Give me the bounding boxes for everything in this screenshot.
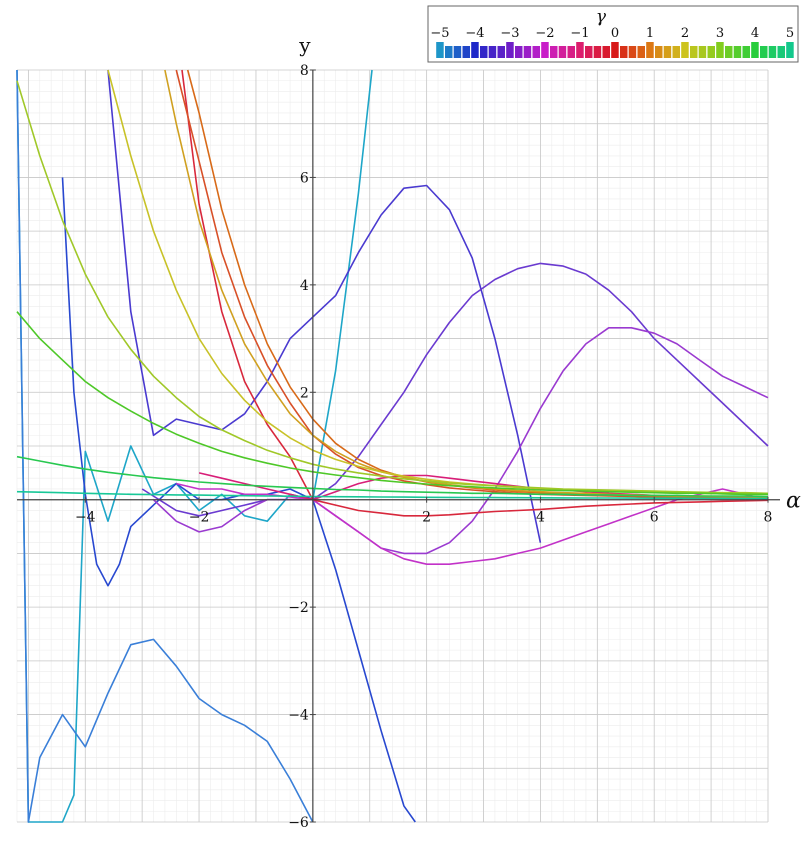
legend-title: γ bbox=[596, 7, 607, 27]
legend-swatch bbox=[716, 42, 724, 58]
y-tick-label: −6 bbox=[288, 815, 309, 831]
series-line-gamma-4_5 bbox=[16, 490, 768, 500]
legend-swatch bbox=[655, 46, 663, 58]
legend-swatch bbox=[777, 46, 785, 58]
legend-swatch bbox=[453, 46, 462, 58]
series-line-gamma-m3_5 bbox=[107, 69, 542, 543]
series-layer bbox=[16, 69, 769, 823]
legend: γ −5 −4 −3 −2 −1 0 1 2 3 4 5 bbox=[427, 5, 799, 63]
y-tick-label: 8 bbox=[300, 63, 309, 79]
y-tick-label: −4 bbox=[288, 708, 309, 724]
legend-swatch bbox=[602, 46, 610, 58]
legend-swatch bbox=[532, 46, 540, 58]
y-tick-label: 2 bbox=[300, 385, 309, 401]
legend-swatch bbox=[497, 46, 505, 58]
legend-swatch bbox=[786, 42, 794, 58]
y-axis-label: y bbox=[298, 33, 311, 57]
legend-swatch bbox=[768, 46, 777, 58]
y-tick-label: 6 bbox=[300, 170, 309, 186]
x-tick-label: 2 bbox=[422, 510, 431, 526]
x-tick-label: 6 bbox=[650, 510, 659, 526]
legend-label: 4 bbox=[751, 26, 759, 41]
legend-swatch bbox=[620, 46, 628, 58]
series-line-gamma-m3 bbox=[141, 262, 769, 517]
legend-label: 0 bbox=[611, 26, 619, 41]
series-line-gamma-1_5 bbox=[16, 80, 769, 495]
legend-swatch bbox=[646, 42, 654, 58]
legend-swatch bbox=[698, 46, 707, 58]
legend-label: −5 bbox=[430, 26, 449, 41]
legend-label: −4 bbox=[465, 26, 484, 41]
legend-swatch bbox=[445, 46, 453, 58]
x-axis-label: α bbox=[786, 489, 801, 514]
y-tick-label: 4 bbox=[300, 278, 309, 294]
legend-label: 5 bbox=[786, 26, 794, 41]
series-line-gamma-m4_5 bbox=[16, 69, 314, 823]
tick-labels: −4 −2 2 4 6 8 −6 −4 −2 2 4 6 8 bbox=[75, 63, 773, 831]
legend-swatch bbox=[576, 42, 584, 58]
legend-swatch bbox=[471, 42, 479, 58]
legend-label: −3 bbox=[500, 26, 519, 41]
legend-swatch bbox=[550, 46, 558, 58]
legend-labels: −5 −4 −3 −2 −1 0 1 2 3 4 5 bbox=[430, 26, 794, 41]
x-tick-label: 8 bbox=[764, 510, 773, 526]
legend-swatch bbox=[663, 46, 672, 58]
axes bbox=[17, 70, 780, 822]
legend-swatch bbox=[760, 46, 768, 58]
legend-swatch bbox=[480, 46, 488, 58]
series-line-gamma-0 bbox=[186, 69, 768, 499]
legend-swatch bbox=[742, 46, 750, 58]
legend-label: 3 bbox=[716, 26, 724, 41]
legend-swatch bbox=[541, 42, 549, 58]
legend-swatch bbox=[488, 46, 497, 58]
legend-label: −1 bbox=[570, 26, 589, 41]
legend-swatch bbox=[751, 42, 759, 58]
legend-swatch bbox=[628, 46, 637, 58]
legend-swatch bbox=[637, 46, 645, 58]
legend-swatch bbox=[515, 46, 523, 58]
legend-swatch bbox=[585, 46, 593, 58]
legend-swatch bbox=[681, 42, 689, 58]
series-line-gamma-m2_5 bbox=[152, 327, 769, 555]
legend-swatch bbox=[523, 46, 532, 58]
legend-swatch bbox=[707, 46, 715, 58]
legend-label: −2 bbox=[535, 26, 554, 41]
legend-swatch bbox=[506, 42, 514, 58]
legend-swatch bbox=[436, 42, 444, 58]
series-line-gamma-3 bbox=[16, 455, 769, 498]
legend-swatch bbox=[558, 46, 567, 58]
legend-swatch bbox=[611, 42, 619, 58]
legend-swatch bbox=[672, 46, 680, 58]
legend-swatch bbox=[725, 46, 733, 58]
legend-swatch bbox=[462, 46, 470, 58]
legend-swatch bbox=[567, 46, 575, 58]
x-tick-label: 4 bbox=[536, 510, 545, 526]
series-line-gamma-0_5 bbox=[164, 69, 769, 498]
series-line-gamma-2 bbox=[16, 311, 768, 496]
legend-swatches bbox=[436, 42, 794, 58]
legend-label: 2 bbox=[681, 26, 689, 41]
y-tick-label: −2 bbox=[288, 600, 309, 616]
series-line-gamma-m1 bbox=[181, 69, 769, 517]
legend-swatch bbox=[690, 46, 698, 58]
x-tick-label: −2 bbox=[189, 510, 210, 526]
legend-label: 1 bbox=[646, 26, 654, 41]
x-tick-label: −4 bbox=[75, 510, 96, 526]
legend-swatch bbox=[593, 46, 602, 58]
legend-swatch bbox=[733, 46, 742, 58]
